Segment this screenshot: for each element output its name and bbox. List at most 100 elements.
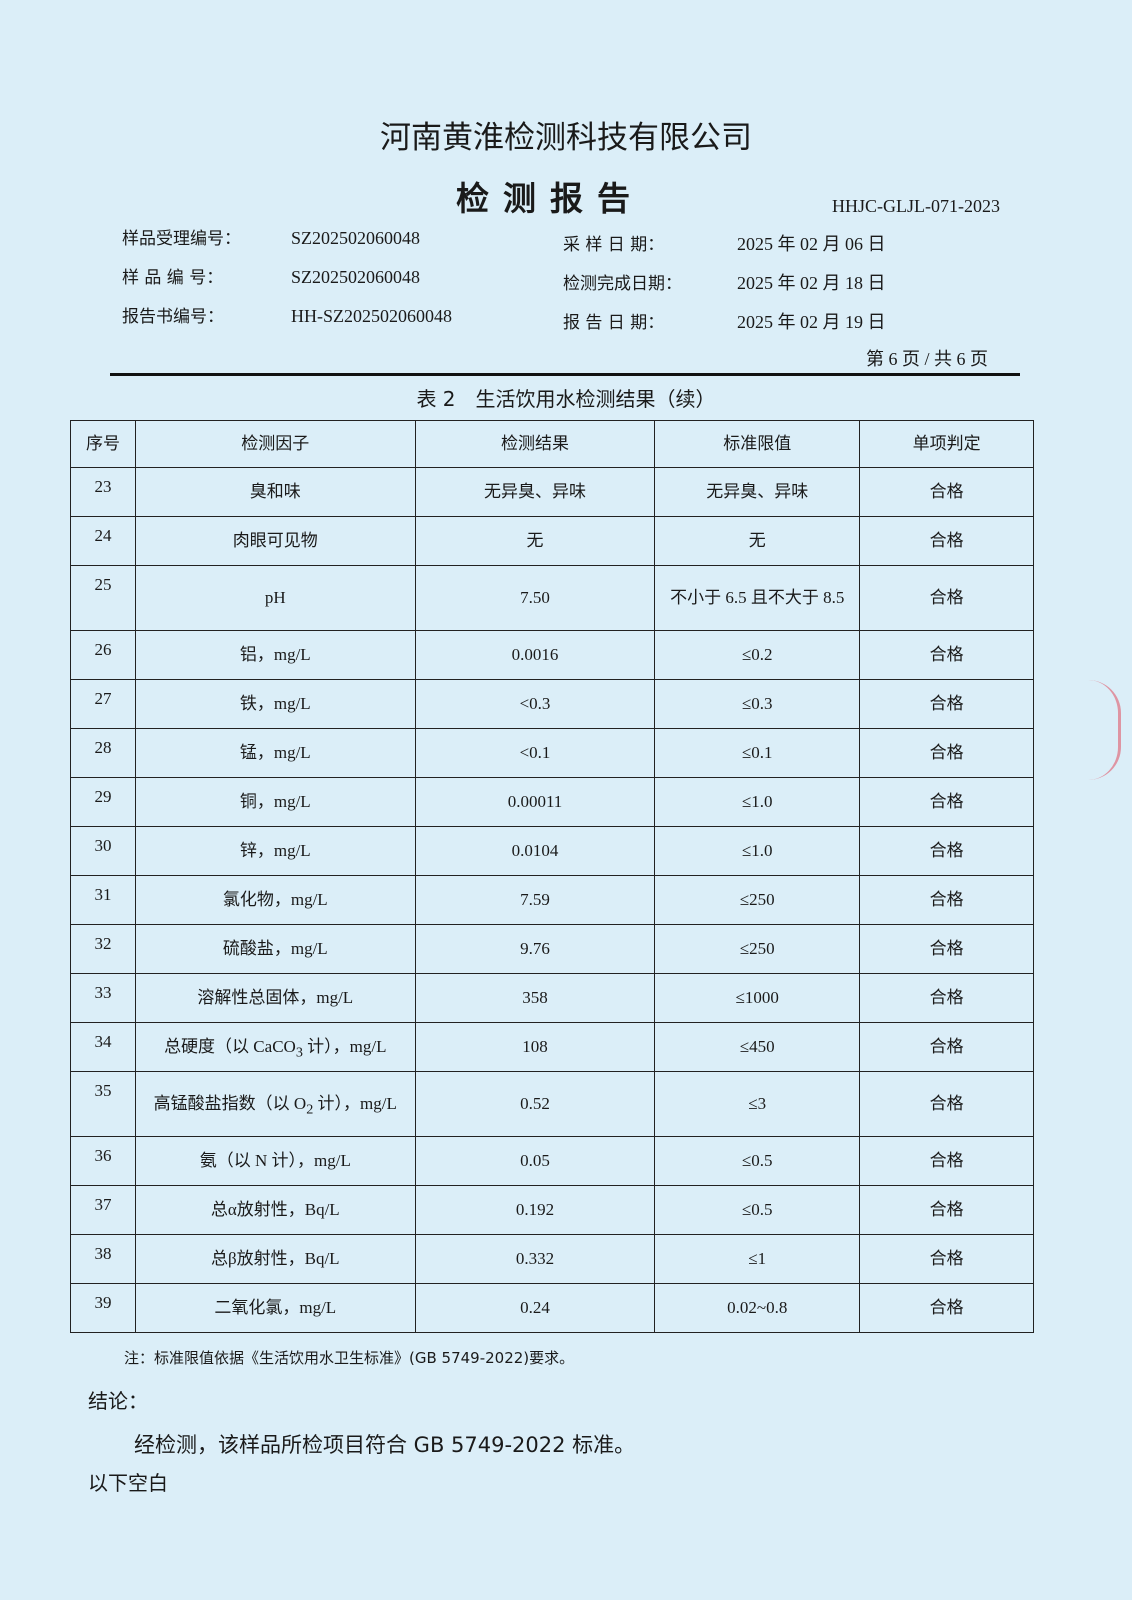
row-number-text: 37: [94, 1195, 112, 1214]
test-factor-text: 硫酸盐，mg/L: [222, 939, 328, 958]
standard-limit: ≤1000: [654, 973, 861, 1023]
standard-limit: ≤1.0: [654, 777, 861, 827]
test-factor: pH: [134, 565, 416, 631]
verdict: 合格: [859, 728, 1034, 778]
column-header: 检测因子: [134, 420, 416, 468]
test-result: 108: [414, 1022, 656, 1072]
row-number: 26: [70, 630, 136, 680]
standard-limit: ≤0.2: [654, 630, 861, 680]
test-factor: 总α放射性，Bq/L: [134, 1185, 416, 1235]
table-row: 29 铜，mg/L 0.00011 ≤1.0 合格: [70, 777, 1034, 827]
verdict: 合格: [859, 1022, 1034, 1072]
test-result-text: 无: [526, 531, 544, 550]
test-result-text: 无异臭、异味: [484, 482, 586, 501]
test-factor-text: 铁，mg/L: [239, 694, 311, 713]
test-result: <0.3: [414, 679, 656, 729]
test-factor: 硫酸盐，mg/L: [134, 924, 416, 974]
meta-row: 样 品 编 号： SZ202502060048: [122, 265, 452, 290]
standard-limit: ≤1: [654, 1234, 861, 1284]
test-factor: 二氧化氯，mg/L: [134, 1283, 416, 1333]
meta-label: 报 告 日 期：: [563, 313, 665, 333]
test-result-text: 0.332: [515, 1249, 555, 1268]
row-number: 27: [70, 679, 136, 729]
table-row: 25 pH 7.50 不小于 6.5 且不大于 8.5 合格: [70, 565, 1034, 631]
test-result: 358: [414, 973, 656, 1023]
row-number: 31: [70, 875, 136, 925]
test-result: 0.05: [414, 1136, 656, 1186]
table-row: 39 二氧化氯，mg/L 0.24 0.02~0.8 合格: [70, 1283, 1034, 1333]
test-factor: 铝，mg/L: [134, 630, 416, 680]
table-row: 38 总β放射性，Bq/L 0.332 ≤1 合格: [70, 1234, 1034, 1284]
test-result-text: 9.76: [520, 939, 550, 958]
meta-label: 检测完成日期：: [563, 274, 682, 294]
test-result: 0.0016: [414, 630, 656, 680]
meta-label: 报告书编号：: [122, 307, 224, 327]
test-factor-text: 臭和味: [249, 482, 301, 501]
test-factor: 总硬度（以 CaCO3 计），mg/L: [134, 1022, 416, 1072]
verdict: 合格: [859, 777, 1034, 827]
report-meta-right: 采 样 日 期： 2025 年 02 月 06 日 检测完成日期： 2025 年…: [563, 232, 886, 335]
standard-limit-text: ≤1.0: [741, 841, 773, 860]
test-factor: 铜，mg/L: [134, 777, 416, 827]
conclusion-label: 结论：: [88, 1389, 148, 1413]
row-number-text: 26: [94, 640, 112, 659]
standard-limit-text: 无异臭、异味: [706, 482, 809, 501]
verdict: 合格: [859, 1234, 1034, 1284]
row-number: 23: [70, 467, 136, 517]
column-header: 序号: [70, 420, 136, 468]
row-number: 36: [70, 1136, 136, 1186]
table-row: 35 高锰酸盐指数（以 O2 计），mg/L 0.52 ≤3 合格: [70, 1071, 1034, 1137]
verdict-text: 合格: [929, 792, 964, 811]
test-result-text: 7.50: [520, 588, 550, 607]
standard-limit: ≤1.0: [654, 826, 861, 876]
table-row: 30 锌，mg/L 0.0104 ≤1.0 合格: [70, 826, 1034, 876]
verdict: 合格: [859, 1071, 1034, 1137]
table-row: 27 铁，mg/L <0.3 ≤0.3 合格: [70, 679, 1034, 729]
divider: [110, 373, 1020, 376]
standard-limit: 无异臭、异味: [654, 467, 861, 517]
standard-limit-text: ≤250: [739, 939, 775, 958]
meta-row: 报告书编号： HH-SZ202502060048: [122, 304, 452, 329]
table-header-row: 序号 检测因子 检测结果 标准限值 单项判定: [70, 420, 1034, 468]
standard-limit: 不小于 6.5 且不大于 8.5: [654, 565, 861, 631]
blank-below-note: 以下空白: [88, 1471, 168, 1495]
test-result: 无: [414, 516, 656, 566]
test-result: 7.50: [414, 565, 656, 631]
standard-limit: ≤250: [654, 875, 861, 925]
report-meta-left: 样品受理编号： SZ202502060048 样 品 编 号： SZ202502…: [122, 226, 452, 329]
meta-value: SZ202502060048: [291, 228, 421, 248]
row-number-text: 24: [94, 526, 112, 545]
test-factor-text: 总α放射性，Bq/L: [210, 1200, 340, 1219]
test-factor: 锰，mg/L: [134, 728, 416, 778]
test-factor: 溶解性总固体，mg/L: [134, 973, 416, 1023]
row-number-text: 25: [94, 575, 112, 594]
test-factor: 臭和味: [134, 467, 416, 517]
row-number: 32: [70, 924, 136, 974]
standard-limit: ≤0.5: [654, 1185, 861, 1235]
row-number: 37: [70, 1185, 136, 1235]
test-result-text: 0.0104: [511, 841, 559, 860]
row-number-text: 36: [94, 1146, 112, 1165]
verdict: 合格: [859, 826, 1034, 876]
column-header: 单项判定: [859, 420, 1034, 468]
verdict: 合格: [859, 1283, 1034, 1333]
row-number-text: 34: [94, 1032, 112, 1051]
standard-limit-text: ≤250: [739, 890, 775, 909]
row-number-text: 27: [94, 689, 112, 708]
test-result: <0.1: [414, 728, 656, 778]
column-header: 标准限值: [654, 420, 861, 468]
test-factor: 氨（以 N 计），mg/L: [134, 1136, 416, 1186]
row-number: 28: [70, 728, 136, 778]
row-number-text: 38: [94, 1244, 112, 1263]
verdict-text: 合格: [929, 1151, 964, 1170]
test-factor-text: 锌，mg/L: [239, 841, 311, 860]
test-factor-text: 铝，mg/L: [239, 645, 311, 664]
row-number-text: 30: [94, 836, 112, 855]
verdict: 合格: [859, 875, 1034, 925]
test-factor: 氯化物，mg/L: [134, 875, 416, 925]
row-number-text: 28: [94, 738, 112, 757]
row-number: 29: [70, 777, 136, 827]
subscript: 3: [295, 1044, 303, 1061]
meta-label: 样品受理编号：: [122, 229, 241, 249]
meta-value: 2025 年 02 月 18 日: [737, 273, 886, 293]
